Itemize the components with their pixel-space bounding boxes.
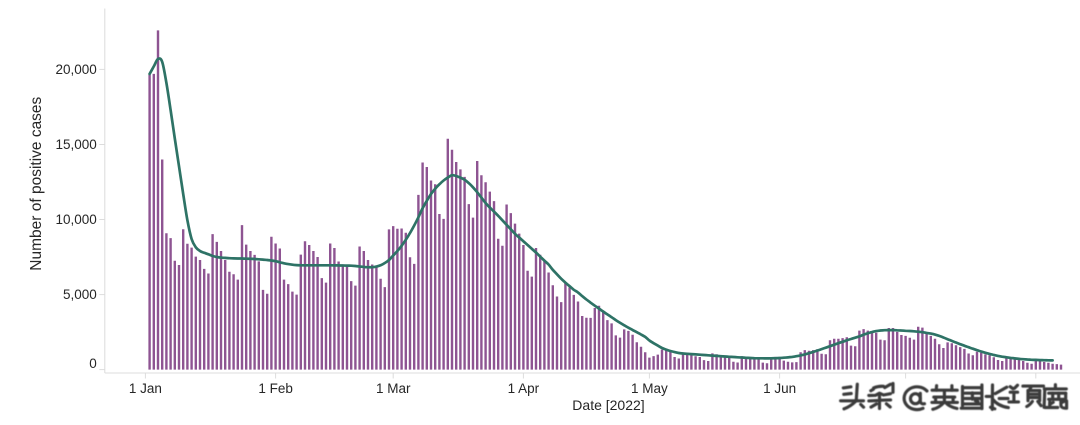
svg-text:1 Jun: 1 Jun	[763, 381, 796, 396]
svg-text:1 Feb: 1 Feb	[258, 381, 293, 396]
svg-text:1 Jan: 1 Jan	[129, 381, 162, 396]
svg-text:1 Mar: 1 Mar	[376, 381, 411, 396]
svg-text:5,000: 5,000	[63, 287, 97, 302]
svg-text:15,000: 15,000	[56, 137, 97, 152]
svg-text:20,000: 20,000	[56, 62, 97, 77]
svg-text:Date [2022]: Date [2022]	[572, 397, 644, 413]
svg-text:10,000: 10,000	[56, 212, 97, 227]
svg-text:Number of positive cases: Number of positive cases	[28, 96, 45, 270]
svg-text:0: 0	[89, 356, 97, 371]
svg-text:1 Apr: 1 Apr	[508, 381, 540, 396]
svg-text:1 May: 1 May	[631, 381, 668, 396]
